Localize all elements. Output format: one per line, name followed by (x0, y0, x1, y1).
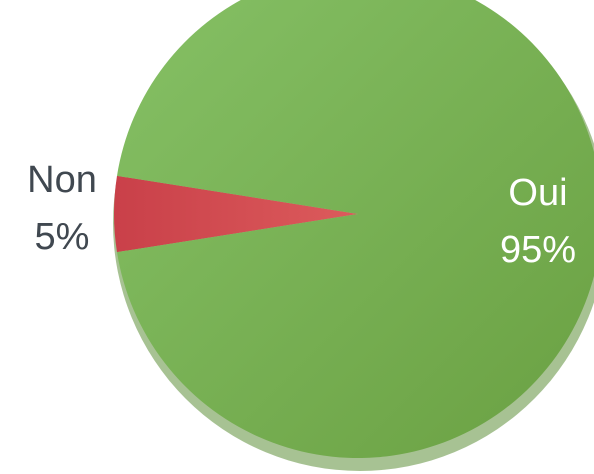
slice-value-label-oui: 95% (500, 229, 576, 271)
pie-slice-non (113, 175, 359, 253)
pie-labels: Oui 95% Non 5% (27, 159, 576, 271)
pie-slice-oui (117, 0, 594, 458)
slice-category-label-non: Non (27, 159, 97, 201)
pie-slices (113, 0, 594, 458)
slice-value-label-non: 5% (35, 216, 90, 258)
slice-category-label-oui: Oui (508, 172, 567, 214)
